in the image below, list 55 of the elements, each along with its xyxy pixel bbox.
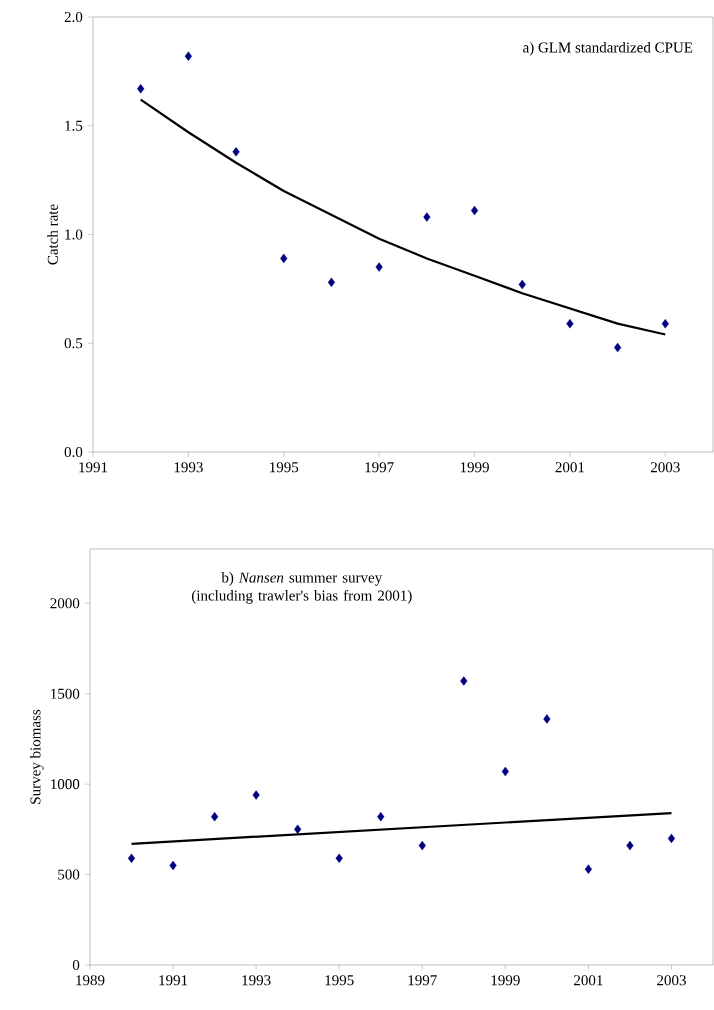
point: [294, 824, 302, 835]
x-tick-label: 1999: [460, 462, 489, 473]
x-tick-label: 1995: [270, 462, 299, 473]
point: [418, 840, 426, 851]
x-tick-label: 1997: [408, 975, 437, 986]
x-tick-label: 2003: [650, 462, 680, 473]
y-tick-label: 0.0: [64, 446, 83, 458]
x-tick-label: 1993: [174, 462, 203, 473]
point: [584, 864, 592, 874]
point: [280, 253, 288, 264]
y-tick-label: 2000: [50, 598, 80, 609]
x-tick-label: 1989: [76, 975, 105, 986]
point: [518, 279, 526, 290]
point: [232, 147, 240, 157]
point: [211, 811, 219, 822]
x-tick-label: 2001: [555, 462, 585, 473]
x-tick-label: 2001: [574, 975, 603, 986]
point: [184, 51, 192, 61]
y-tick-label: 1.0: [65, 229, 83, 240]
point: [327, 277, 336, 288]
x-tick-label: 1999: [491, 975, 520, 986]
point: [335, 853, 343, 863]
y-tick-label: 0.5: [64, 338, 83, 349]
point: [614, 342, 622, 353]
point: [375, 262, 383, 272]
point: [252, 790, 260, 800]
point: [460, 676, 468, 686]
y-tick-label: 1500: [51, 688, 80, 699]
point: [137, 84, 145, 94]
x-tick-label: 1997: [365, 462, 394, 473]
x-tick-label: 2003: [657, 975, 686, 986]
x-tick-label: 1991: [159, 975, 188, 986]
point: [667, 833, 676, 844]
y-axis-title: Survey biomass: [29, 709, 44, 804]
point: [423, 212, 431, 222]
point: [566, 318, 574, 329]
y-tick-label: 500: [58, 869, 80, 880]
point: [661, 318, 669, 329]
annotation: b) Nansen summer survey (including trawler's bias from 2001): [191, 572, 412, 604]
y-axis-title: Catch rate: [47, 204, 58, 265]
point: [470, 205, 479, 216]
x-tick-label: 1991: [79, 462, 108, 473]
y-tick-label: 1000: [51, 779, 80, 790]
point: [127, 853, 136, 863]
point: [169, 860, 177, 871]
x-tick-label: 1995: [325, 975, 354, 986]
point: [377, 811, 385, 822]
y-tick-label: 2.0: [64, 11, 83, 23]
y-tick-label: 1.5: [65, 120, 83, 131]
point: [501, 766, 509, 777]
annotation: a) GLM standardized CPUE: [523, 42, 693, 56]
y-tick-label: 0: [72, 959, 80, 971]
point: [626, 840, 634, 851]
x-tick-label: 1993: [242, 975, 271, 986]
point: [543, 714, 551, 724]
